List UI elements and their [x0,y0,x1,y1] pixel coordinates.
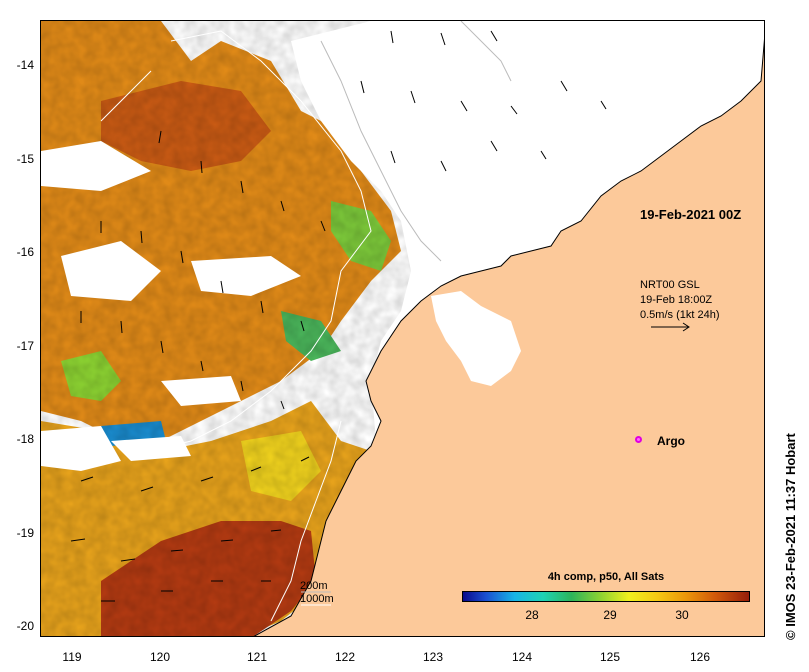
y-tick-label: -14 [16,58,34,72]
bathymetry-contours [100,21,512,622]
scale-arrow [651,322,690,332]
x-tick-label: 123 [422,650,444,664]
coastline [253,38,764,636]
map-frame[interactable] [40,20,765,637]
y-tick-label: -19 [16,526,34,540]
current-info: NRT00 GSL 19-Feb 18:00Z 0.5m/s (1kt 24h) [640,278,719,323]
x-tick-label: 121 [246,650,268,664]
x-tick-label: 120 [149,650,171,664]
map-canvas [41,21,764,636]
contour-legend: 200m 1000m [300,580,334,606]
y-tick-label: -18 [16,432,34,446]
argo-float-icon[interactable] [635,436,642,443]
date-label: 19-Feb-2021 00Z [640,207,742,222]
x-tick-label: 119 [62,650,82,664]
credit-text: © IMOS 23-Feb-2021 11:37 Hobart [783,433,798,640]
argo-label: Argo [657,434,685,448]
colorbar-tick: 29 [603,608,617,622]
colorbar-tick: 28 [525,608,539,622]
y-tick-label: -16 [16,245,34,259]
copyright-icon: © [783,630,798,640]
x-tick-label: 122 [334,650,356,664]
x-tick-label: 126 [689,650,711,664]
y-tick-label: -17 [16,339,34,353]
x-tick-label: 125 [599,650,621,664]
x-tick-label: 124 [511,650,533,664]
contour-legend-1000m: 1000m [300,593,334,605]
gulf-inlet [431,291,521,386]
current-info-time: 19-Feb 18:00Z [640,294,713,306]
colorbar-tick: 30 [675,608,689,622]
colorbar-title: 4h comp, p50, All Sats [547,571,665,583]
current-vectors [70,30,607,602]
contour-legend-200m: 200m [300,580,328,592]
credit-label: IMOS 23-Feb-2021 11:37 Hobart [783,433,798,627]
y-tick-label: -15 [16,152,34,166]
current-info-scale: 0.5m/s (1kt 24h) [640,309,720,321]
y-tick-label: -20 [16,619,34,633]
current-info-source: NRT00 GSL [640,279,700,291]
colorbar [462,591,750,602]
contour-legend-lines [301,591,331,606]
